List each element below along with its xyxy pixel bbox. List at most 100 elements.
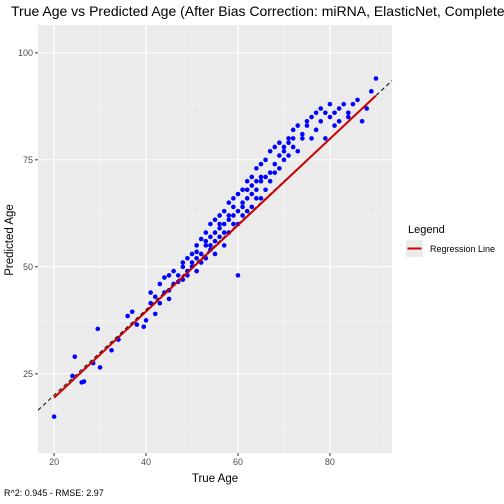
data-point xyxy=(129,309,135,315)
data-point xyxy=(244,196,250,201)
data-point xyxy=(350,101,356,107)
data-point xyxy=(81,379,87,384)
data-point xyxy=(221,221,227,227)
data-point xyxy=(290,144,296,150)
data-point xyxy=(286,153,291,158)
y-tick-label: 100 xyxy=(18,48,33,58)
metrics-caption: R^2: 0.945 - RMSE: 2.97 xyxy=(4,488,104,498)
data-point xyxy=(359,119,365,124)
data-point xyxy=(217,221,222,227)
data-point xyxy=(336,106,342,111)
data-point xyxy=(109,347,114,353)
data-point xyxy=(327,114,333,120)
data-point xyxy=(185,255,190,261)
regression-line-layer xyxy=(53,94,377,399)
data-point xyxy=(212,230,218,235)
data-point xyxy=(221,230,227,235)
data-point xyxy=(240,200,245,205)
data-point xyxy=(157,281,163,287)
x-axis-title: True Age xyxy=(192,473,238,485)
data-point xyxy=(295,148,301,154)
data-point xyxy=(70,373,75,379)
data-point xyxy=(212,217,218,223)
data-point xyxy=(277,140,282,145)
x-axis-ticks: 20 40 60 80 xyxy=(49,453,335,467)
data-point xyxy=(217,226,222,231)
data-point xyxy=(318,106,324,111)
data-point xyxy=(208,221,213,227)
data-point xyxy=(295,123,301,128)
data-point xyxy=(254,166,259,171)
x-tick-label: 20 xyxy=(49,457,59,467)
data-point xyxy=(263,174,268,180)
data-point xyxy=(235,273,241,278)
data-point xyxy=(244,208,250,214)
data-point xyxy=(143,318,149,323)
legend: Legend Regression Line xyxy=(406,224,495,257)
data-point xyxy=(327,101,333,107)
data-point xyxy=(309,114,314,120)
data-point xyxy=(203,230,209,235)
data-point xyxy=(231,204,236,210)
data-point xyxy=(157,300,163,306)
data-point xyxy=(258,178,264,184)
data-point xyxy=(373,76,379,81)
data-point xyxy=(263,187,268,193)
data-point xyxy=(281,157,287,163)
data-point xyxy=(226,200,232,205)
data-point xyxy=(212,238,218,244)
data-point xyxy=(217,234,222,240)
data-point xyxy=(194,249,199,255)
data-point xyxy=(141,324,147,330)
data-point xyxy=(272,161,278,167)
data-point xyxy=(281,144,287,150)
data-point xyxy=(244,178,250,184)
data-point xyxy=(208,234,213,240)
data-point xyxy=(249,183,255,188)
data-point xyxy=(286,136,291,141)
data-point xyxy=(277,153,282,158)
data-point xyxy=(313,110,319,116)
data-point xyxy=(208,243,213,248)
data-point xyxy=(221,208,227,214)
data-point xyxy=(313,127,319,133)
data-point xyxy=(323,136,328,141)
data-point xyxy=(267,148,273,154)
data-point xyxy=(72,354,78,360)
data-point xyxy=(364,106,370,111)
data-point xyxy=(249,191,255,197)
data-point xyxy=(258,196,264,201)
data-point xyxy=(240,187,245,193)
data-point xyxy=(235,191,241,197)
legend-title: Legend xyxy=(408,224,445,236)
data-point xyxy=(281,148,287,154)
data-point xyxy=(240,204,245,210)
data-point xyxy=(254,178,259,184)
data-point xyxy=(249,174,255,180)
points-layer xyxy=(51,76,379,419)
data-point xyxy=(304,123,310,128)
regression-line xyxy=(53,94,377,399)
data-point xyxy=(272,170,278,175)
data-point xyxy=(166,273,172,278)
data-point xyxy=(189,260,195,265)
data-point xyxy=(171,268,176,274)
data-point xyxy=(332,110,337,116)
y-axis-title: Predicted Age xyxy=(4,204,16,276)
data-point xyxy=(263,157,268,163)
data-point xyxy=(300,131,305,137)
data-point xyxy=(254,196,259,201)
data-point xyxy=(95,326,101,332)
data-point xyxy=(309,136,314,141)
data-point xyxy=(249,204,255,210)
data-point xyxy=(231,196,236,201)
data-point xyxy=(258,161,264,167)
data-point xyxy=(267,170,273,175)
data-point xyxy=(125,313,130,319)
data-point xyxy=(272,144,278,150)
data-point xyxy=(235,208,241,214)
data-point xyxy=(51,414,57,419)
data-point xyxy=(300,136,305,141)
data-point xyxy=(166,296,172,302)
data-point xyxy=(258,174,264,180)
